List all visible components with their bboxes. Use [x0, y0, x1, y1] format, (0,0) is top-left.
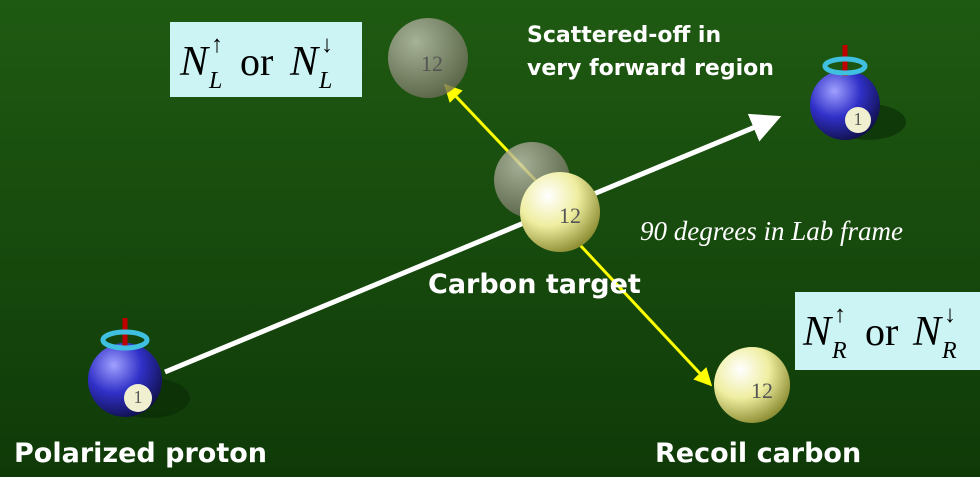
count-conj: or [865, 309, 898, 354]
proton-ball [810, 70, 880, 140]
count-subscript: R [831, 338, 847, 364]
label: Polarized proton [14, 438, 267, 469]
ghost-ball [388, 18, 468, 98]
ball-label: 1 [854, 109, 863, 129]
proton-ball [88, 343, 162, 417]
count-down: ↓ [944, 302, 956, 328]
ball-label: 12 [421, 51, 443, 76]
count-subscript: L [208, 68, 222, 94]
ball-badge [845, 107, 871, 133]
label: Recoil carbon [655, 438, 861, 469]
count-symbol: N [912, 309, 943, 355]
label: Carbon target [428, 269, 641, 300]
ball-badge [124, 384, 152, 412]
ball-label: 12 [559, 203, 581, 228]
recoil-ball [714, 347, 790, 423]
count-up: ↑ [834, 302, 846, 328]
proton-path [164, 113, 782, 375]
count-down: ↓ [321, 32, 333, 58]
count-up: ↑ [211, 32, 223, 58]
count-symbol: N [179, 39, 210, 85]
count-box [170, 22, 362, 97]
recoil-arrow [578, 243, 713, 387]
count-subscript: R [941, 338, 957, 364]
count-conj: or [240, 39, 273, 84]
ball-label: 1 [134, 387, 143, 407]
label: Scattered-off in [527, 23, 721, 48]
carbon-target-ball [520, 172, 600, 252]
count-symbol: N [802, 309, 833, 355]
count-box [795, 292, 980, 370]
label: very forward region [527, 56, 774, 81]
label: 90 degrees in Lab frame [640, 216, 903, 246]
ball-label: 12 [751, 378, 773, 403]
count-subscript: L [318, 68, 332, 94]
spin-ring [822, 56, 868, 76]
spin-ring [100, 329, 150, 351]
count-symbol: N [289, 39, 320, 85]
